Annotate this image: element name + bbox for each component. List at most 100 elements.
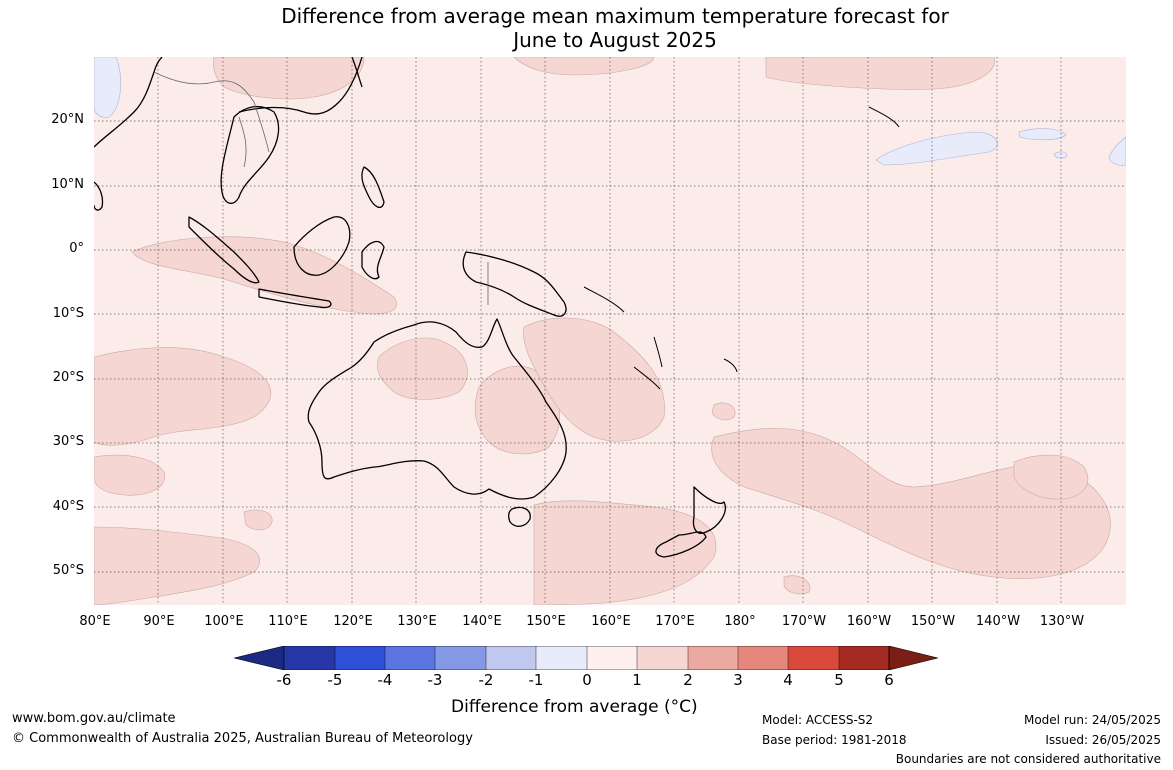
model-run-text: Model run: 24/05/2025: [1023, 713, 1161, 727]
coast-philippines: [361, 166, 385, 209]
lat-tick-20s: 20°S: [52, 370, 84, 385]
colorbar-label-6: 6: [884, 671, 894, 689]
coast-indochina: [220, 105, 280, 204]
lat-tick-40s: 40°S: [52, 499, 84, 514]
region-indian-ocean-equatorial: [131, 236, 397, 315]
coast-hawaii: [868, 106, 900, 128]
colorbar-segment-8: [637, 646, 688, 670]
coast-tasmania: [508, 506, 531, 527]
issued-text: Issued: 26/05/2025: [1045, 733, 1161, 747]
lon-tick-140w: 140°W: [975, 614, 1021, 629]
coast-solomons: [583, 286, 625, 313]
region-tasman-southern: [533, 500, 717, 605]
colorbar-segment-3: [385, 646, 435, 670]
colorbar-label-minus1: -1: [528, 671, 544, 689]
colorbar-segment-9: [688, 646, 738, 670]
lon-tick-80e: 80°E: [79, 614, 111, 629]
coast-new-guinea: [462, 251, 567, 317]
lat-tick-20n: 20°N: [51, 112, 84, 127]
lat-tick-30s: 30°S: [52, 434, 84, 449]
region-small-tasman: [783, 575, 811, 595]
lon-tick-140e: 140°E: [462, 614, 502, 629]
coast-sulawesi: [361, 240, 385, 280]
disclaimer-text: Boundaries are not considered authoritat…: [895, 752, 1161, 766]
colorbar-title: Difference from average (°C): [451, 697, 698, 717]
title-line-2: June to August 2025: [513, 28, 717, 52]
lon-tick-160e: 160°E: [591, 614, 631, 629]
lat-tick-10n: 10°N: [51, 177, 84, 192]
colorbar-label-minus6: -6: [276, 671, 292, 689]
colorbar-label-minus3: -3: [427, 671, 443, 689]
region-west-australia: [377, 337, 468, 400]
colorbar-segment-4: [435, 646, 486, 670]
lon-tick-150e: 150°E: [526, 614, 566, 629]
coast-new-caledonia: [633, 366, 661, 390]
lon-tick-170w: 170°W: [781, 614, 827, 629]
coastlines: [94, 57, 900, 558]
coast-sumatra: [188, 216, 260, 284]
map-title: Difference from average mean maximum tem…: [0, 4, 1173, 52]
colorbar-segment-7: [587, 646, 637, 670]
region-small-south-indian: [243, 509, 273, 531]
lon-tick-100e: 100°E: [204, 614, 244, 629]
graticule: [94, 57, 1126, 605]
forecast-map: [94, 57, 1126, 605]
coast-new-zealand-north: [692, 486, 726, 534]
region-small-east-aus: [711, 402, 736, 421]
coast-sri-lanka: [94, 181, 104, 211]
region-cool-east-pacific: [1108, 136, 1126, 166]
coast-borneo: [293, 216, 351, 276]
lon-tick-150w: 150°W: [910, 614, 956, 629]
coast-south-china: [238, 57, 363, 115]
colorbar-label-2: 2: [683, 671, 693, 689]
colorbar-segment-2: [335, 646, 385, 670]
lon-tick-90e: 90°E: [143, 614, 175, 629]
colorbar-label-4: 4: [783, 671, 793, 689]
model-text: Model: ACCESS-S2: [762, 713, 874, 727]
colorbar-extend-high: [888, 645, 939, 671]
country-boundaries: [153, 71, 489, 305]
coast-fiji: [723, 358, 738, 373]
region-north-pacific-strip: [765, 57, 995, 90]
colorbar-label-0: 0: [582, 671, 592, 689]
lon-tick-180: 180°: [724, 614, 756, 629]
coast-new-zealand-south: [655, 531, 707, 558]
lon-tick-130e: 130°E: [397, 614, 437, 629]
copyright-text: © Commonwealth of Australia 2025, Austra…: [12, 731, 473, 746]
lon-tick-110e: 110°E: [268, 614, 308, 629]
region-china: [213, 57, 365, 100]
colorbar-segment-11: [788, 646, 839, 670]
colorbar-segment-12: [839, 646, 889, 670]
region-cool-small: [1053, 151, 1068, 159]
website-link[interactable]: www.bom.gov.au/climate: [12, 711, 176, 726]
colorbar-label-minus5: -5: [327, 671, 343, 689]
lat-tick-10s: 10°S: [52, 306, 84, 321]
lon-tick-160w: 160°W: [846, 614, 892, 629]
region-north-pacific-west: [513, 57, 655, 76]
base-period-text: Base period: 1981-2018: [762, 733, 907, 747]
colorbar-label-5: 5: [834, 671, 844, 689]
colorbar-label-3: 3: [733, 671, 743, 689]
colorbar-label-minus2: -2: [478, 671, 494, 689]
title-line-1: Difference from average mean maximum tem…: [281, 4, 949, 28]
colorbar-segment-10: [738, 646, 788, 670]
region-cool-north-pacific: [875, 131, 998, 166]
coast-india: [94, 57, 163, 148]
colorbar-label-minus4: -4: [377, 671, 393, 689]
lat-tick-0: 0°: [69, 241, 84, 256]
coast-vanuatu: [653, 336, 663, 368]
colorbar-extend-low: [233, 645, 285, 671]
lat-tick-50s: 50°S: [52, 563, 84, 578]
region-south-pacific-east: [1013, 454, 1089, 500]
coast-japan: [351, 57, 363, 88]
region-cool-north-pacific-2: [1018, 128, 1067, 141]
region-cool-india: [94, 57, 121, 118]
coast-australia: [307, 318, 567, 500]
region-coral-sea: [523, 317, 665, 442]
lon-tick-120e: 120°E: [333, 614, 373, 629]
region-south-indian-ocean: [94, 347, 272, 446]
colorbar-label-1: 1: [632, 671, 642, 689]
colorbar-segment-6: [536, 646, 587, 670]
region-south-pacific-band: [711, 427, 1111, 579]
colorbar-segment-1: [284, 646, 335, 670]
